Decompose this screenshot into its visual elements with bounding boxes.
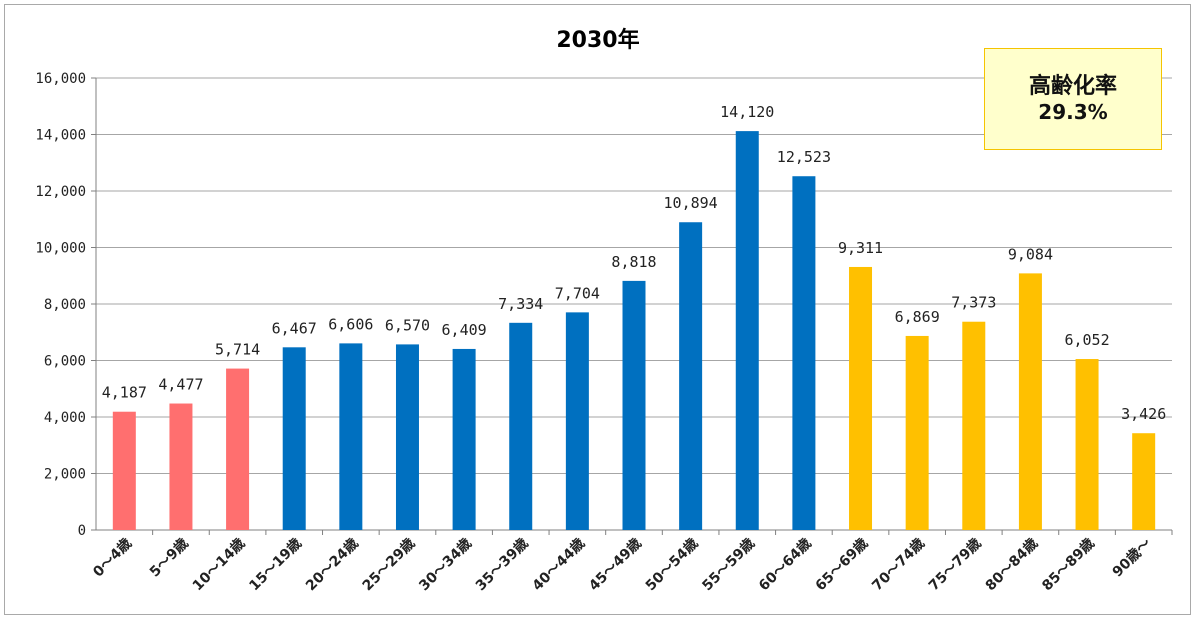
bar [962, 321, 986, 530]
data-label: 6,409 [442, 321, 487, 339]
x-tick-label: 45～49歳 [585, 535, 644, 594]
data-label: 7,373 [951, 294, 996, 312]
y-tick-label: 16,000 [35, 71, 86, 87]
aging-rate-value: 29.3% [1038, 100, 1108, 124]
x-tick-label: 0～4歳 [90, 535, 136, 581]
bar [169, 403, 193, 530]
x-tick-label: 65～69歳 [812, 535, 871, 594]
data-label: 6,467 [272, 319, 317, 337]
bar [849, 266, 873, 530]
aging-rate-callout: 高齢化率 29.3% [984, 48, 1162, 150]
data-label: 10,894 [664, 194, 718, 212]
data-label: 4,477 [158, 376, 203, 394]
data-label: 5,714 [215, 341, 260, 359]
x-tick-label: 55～59歳 [699, 535, 758, 594]
bar [395, 344, 419, 530]
bar [1018, 273, 1042, 530]
bar [735, 131, 759, 531]
bar [905, 335, 929, 530]
y-tick-label: 14,000 [35, 128, 86, 144]
bar [339, 343, 363, 530]
data-label: 7,334 [498, 295, 543, 313]
data-label: 14,120 [720, 103, 774, 121]
x-axis: 0～4歳 5～9歳10～14歳15～19歳20～24歳25～29歳30～34歳35… [90, 530, 1173, 594]
x-tick-label: 5～9歳 [146, 535, 192, 581]
bar [622, 280, 646, 530]
data-label: 6,570 [385, 316, 430, 334]
data-label: 9,311 [838, 239, 883, 257]
data-label: 3,426 [1121, 405, 1166, 423]
x-tick-label: 15～19歳 [246, 535, 305, 594]
bar [792, 176, 816, 530]
data-label: 6,606 [328, 315, 373, 333]
y-tick-label: 12,000 [35, 184, 86, 200]
x-tick-label: 85～89歳 [1039, 535, 1098, 594]
y-tick-label: 10,000 [35, 241, 86, 257]
y-tick-label: 8,000 [44, 297, 86, 313]
bar [282, 347, 306, 530]
x-tick-label: 20～24歳 [302, 535, 361, 594]
bar [112, 411, 136, 530]
bar [1132, 433, 1156, 530]
data-label: 8,818 [611, 253, 656, 271]
data-labels: 4,187 4,477 5,714 6,467 6,606 6,570 6,409 7,334… [102, 103, 1167, 423]
x-tick-label: 70～74歳 [869, 535, 928, 594]
x-tick-label: 35～39歳 [472, 535, 531, 594]
aging-rate-label: 高齢化率 [1028, 74, 1117, 99]
x-tick-label: 40～44歳 [529, 535, 588, 594]
x-tick-label: 90歳～ [1109, 535, 1155, 581]
bar [226, 368, 250, 530]
x-tick-label: 25～29歳 [359, 535, 418, 594]
x-tick-label: 60～64歳 [755, 535, 814, 594]
data-label: 9,084 [1008, 245, 1053, 263]
data-label: 4,187 [102, 384, 147, 402]
bar [679, 222, 703, 530]
y-tick-label: 4,000 [44, 410, 86, 426]
bar [452, 348, 476, 530]
x-tick-label: 10～14歳 [189, 535, 248, 594]
x-tick-label: 75～79歳 [925, 535, 984, 594]
bar [1075, 359, 1099, 530]
y-axis: 0 2,000 4,000 6,000 8,000 10,000 12,000 14,000 1… [35, 71, 97, 539]
x-tick-label: 50～54歳 [642, 535, 701, 594]
data-label: 7,704 [555, 284, 600, 302]
chart-title: 2030年 [556, 27, 639, 53]
y-tick-label: 2,000 [44, 467, 86, 483]
data-label: 12,523 [777, 148, 831, 166]
bar [565, 312, 589, 530]
x-tick-label: 80～84歳 [982, 535, 1041, 594]
data-label: 6,052 [1064, 331, 1109, 349]
bars [112, 131, 1156, 531]
data-label: 6,869 [895, 308, 940, 326]
x-tick-label: 30～34歳 [416, 535, 475, 594]
bar [509, 322, 533, 530]
y-tick-label: 0 [78, 523, 86, 539]
y-tick-label: 6,000 [44, 354, 86, 370]
